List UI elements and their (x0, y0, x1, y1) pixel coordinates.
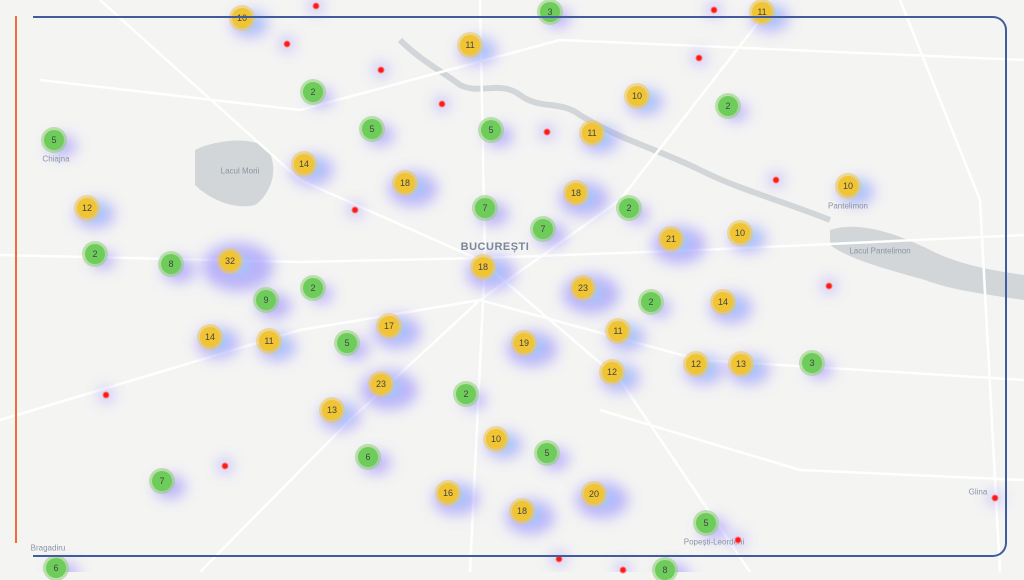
cluster-marker[interactable]: 6 (358, 447, 378, 467)
cluster-marker[interactable]: 11 (752, 2, 772, 22)
cluster-marker[interactable]: 8 (161, 254, 181, 274)
cluster-marker[interactable]: 10 (627, 86, 647, 106)
cluster-marker[interactable]: 2 (641, 292, 661, 312)
cluster-marker[interactable]: 23 (371, 374, 391, 394)
cluster-marker[interactable]: 14 (200, 327, 220, 347)
place-label-chiajna: Chiajna (42, 154, 70, 164)
cluster-marker[interactable]: 19 (514, 333, 534, 353)
cluster-marker[interactable]: 14 (294, 154, 314, 174)
cluster-marker[interactable]: 5 (481, 120, 501, 140)
cluster-marker[interactable]: 2 (85, 244, 105, 264)
cluster-marker[interactable]: 18 (566, 183, 586, 203)
cluster-marker[interactable]: 5 (44, 130, 64, 150)
single-point-marker[interactable] (710, 6, 718, 14)
cluster-marker[interactable]: 7 (475, 198, 495, 218)
cluster-marker[interactable]: 12 (77, 198, 97, 218)
single-point-marker[interactable] (377, 66, 385, 74)
cluster-marker[interactable]: 10 (232, 8, 252, 28)
cluster-marker[interactable]: 5 (696, 513, 716, 533)
place-label-lacul-morii: Lacul Morii (220, 166, 260, 176)
cluster-marker[interactable]: 13 (731, 354, 751, 374)
cluster-marker[interactable]: 8 (655, 560, 675, 580)
single-point-marker[interactable] (283, 40, 291, 48)
cluster-marker[interactable]: 11 (608, 321, 628, 341)
cluster-marker[interactable]: 6 (46, 558, 66, 578)
single-point-marker[interactable] (772, 176, 780, 184)
cluster-marker[interactable]: 11 (582, 123, 602, 143)
map-water (195, 37, 1024, 300)
cluster-marker[interactable]: 13 (322, 400, 342, 420)
single-point-marker[interactable] (619, 566, 627, 574)
cluster-marker[interactable]: 20 (584, 484, 604, 504)
cluster-marker[interactable]: 2 (718, 96, 738, 116)
cluster-marker[interactable]: 18 (473, 257, 493, 277)
cluster-marker[interactable]: 5 (337, 333, 357, 353)
cluster-marker[interactable]: 10 (486, 429, 506, 449)
cluster-marker[interactable]: 11 (460, 35, 480, 55)
single-point-marker[interactable] (102, 391, 110, 399)
place-label-popesti: Popești-Leordeni (683, 537, 745, 547)
cluster-marker[interactable]: 2 (456, 384, 476, 404)
cluster-marker[interactable]: 16 (438, 483, 458, 503)
single-point-marker[interactable] (695, 54, 703, 62)
cluster-marker[interactable]: 5 (362, 119, 382, 139)
cluster-marker[interactable]: 21 (661, 229, 681, 249)
cluster-marker[interactable]: 7 (533, 219, 553, 239)
place-label-city: BUCUREȘTI (460, 241, 530, 253)
place-label-pantelimon: Pantelimon (827, 201, 869, 211)
single-point-marker[interactable] (312, 2, 320, 10)
cluster-marker[interactable]: 7 (152, 471, 172, 491)
single-point-marker[interactable] (825, 282, 833, 290)
single-point-marker[interactable] (991, 494, 999, 502)
cluster-marker[interactable]: 3 (802, 353, 822, 373)
place-label-bragadiru: Bragadiru (30, 543, 66, 553)
cluster-marker[interactable]: 9 (256, 290, 276, 310)
cluster-marker[interactable]: 32 (220, 251, 240, 271)
cluster-marker[interactable]: 14 (713, 292, 733, 312)
cluster-marker[interactable]: 17 (379, 316, 399, 336)
cluster-marker[interactable]: 12 (602, 362, 622, 382)
cluster-marker[interactable]: 2 (303, 278, 323, 298)
cluster-marker[interactable]: 11 (259, 331, 279, 351)
cluster-marker[interactable]: 12 (686, 354, 706, 374)
place-label-glina: Glina (968, 487, 988, 497)
cluster-marker[interactable]: 2 (303, 82, 323, 102)
cluster-marker[interactable]: 18 (395, 173, 415, 193)
cluster-marker[interactable]: 10 (730, 223, 750, 243)
single-point-marker[interactable] (221, 462, 229, 470)
single-point-marker[interactable] (351, 206, 359, 214)
cluster-marker[interactable]: 10 (838, 176, 858, 196)
heatmap-layer (48, 0, 1002, 572)
single-point-marker[interactable] (543, 128, 551, 136)
left-accent-line (15, 16, 17, 543)
cluster-marker[interactable]: 18 (512, 501, 532, 521)
cluster-marker[interactable]: 3 (540, 2, 560, 22)
cluster-marker[interactable]: 2 (619, 198, 639, 218)
single-point-marker[interactable] (734, 536, 742, 544)
cluster-marker[interactable]: 23 (573, 278, 593, 298)
single-point-marker[interactable] (438, 100, 446, 108)
single-point-marker[interactable] (555, 555, 563, 563)
place-label-lacul-pantelimon: Lacul Pantelimon (849, 246, 911, 256)
cluster-marker[interactable]: 5 (537, 443, 557, 463)
